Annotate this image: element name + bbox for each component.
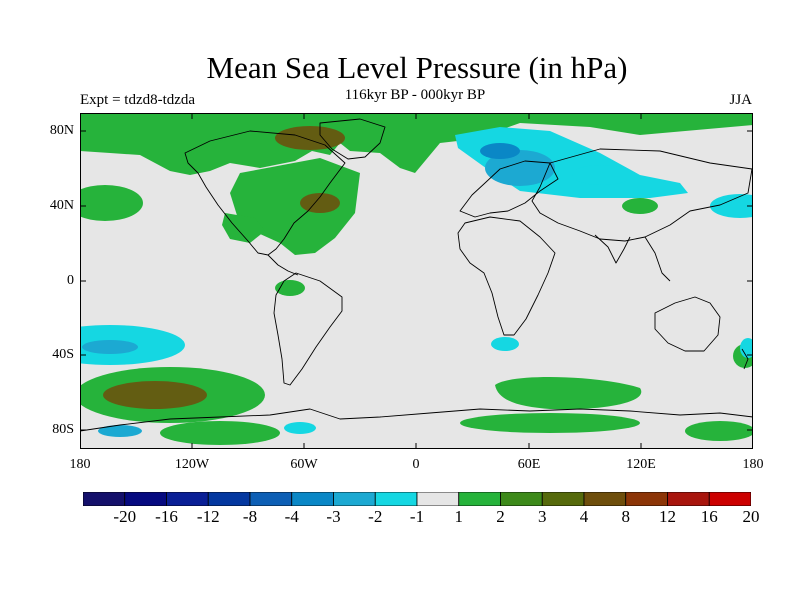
greenland-core <box>275 126 345 150</box>
antarctic-cyan-a <box>284 422 316 434</box>
southern-ocean-green-a <box>160 421 280 445</box>
coastlines <box>80 118 753 432</box>
colorbar-swatch-3 <box>207 492 251 506</box>
colorbar-label: -20 <box>113 507 137 526</box>
map-title: Mean Sea Level Pressure (in hPa) <box>206 50 628 85</box>
x-label-60w: 60W <box>290 457 318 472</box>
antarctic-cyan-b <box>98 425 142 437</box>
southern-ocean-green-b <box>460 413 640 433</box>
colorbar-label: -16 <box>155 507 178 526</box>
x-label-180w: 180 <box>69 457 91 472</box>
australia-coast <box>654 296 721 352</box>
south-atlantic-cyan <box>491 337 519 351</box>
colorbar-label: 3 <box>538 507 547 526</box>
colorbar-label: 1 <box>454 507 464 526</box>
colorbar-swatch-7 <box>374 492 418 506</box>
new-zealand-coast <box>741 348 749 370</box>
colorbar-label: -4 <box>284 507 299 526</box>
colorbar-swatch-8 <box>416 492 460 506</box>
colorbar-label: 12 <box>659 507 676 526</box>
colorbar-swatch-11 <box>541 492 585 506</box>
north-america-coast <box>184 130 346 256</box>
central-asia-cyan <box>572 165 632 185</box>
southern-ocean-green-c <box>685 421 753 441</box>
x-label-180e: 180 <box>742 457 764 472</box>
season-label: JJA <box>729 92 752 108</box>
labrador-core <box>300 193 340 213</box>
greenland-coast <box>319 118 386 160</box>
y-label-80s: 80S <box>52 422 74 437</box>
south-america-coast <box>273 272 343 386</box>
colorbar-swatch-9 <box>458 492 501 506</box>
green-regions <box>80 113 753 445</box>
colorbar-swatch-2 <box>166 492 209 506</box>
colorbar-label: -8 <box>242 507 258 526</box>
colorbar <box>83 492 751 506</box>
europe-coast <box>459 160 559 218</box>
colorbar-label: -3 <box>326 507 341 526</box>
colorbar-label: 20 <box>742 507 760 526</box>
asia-coast <box>531 148 753 242</box>
central-america-coast <box>267 254 299 276</box>
colorbar-swatch-5 <box>291 492 334 506</box>
x-label-120w: 120W <box>174 457 210 472</box>
map-subtitle: 116kyr BP - 000kyr BP <box>344 87 486 103</box>
colorbar-swatch-14 <box>667 492 710 506</box>
olive-regions <box>103 126 345 409</box>
colorbar-label: 8 <box>621 507 631 526</box>
africa-coast <box>457 216 556 336</box>
north-polar-green <box>80 113 753 175</box>
negative-regions <box>80 127 753 437</box>
southeast-asia-coast <box>644 236 671 282</box>
east-asia-green <box>622 198 658 214</box>
eastern-pacific-green <box>222 213 265 243</box>
colorbar-label: 16 <box>700 507 718 526</box>
antarctica-coast <box>80 408 753 432</box>
colorbar-label: -1 <box>409 507 425 526</box>
colorbar-swatch-4 <box>249 492 293 506</box>
colorbar-swatch-0 <box>83 492 126 506</box>
south-indian-green <box>495 377 642 410</box>
south-pacific-blue <box>82 340 138 354</box>
west-pacific-cyan <box>710 194 753 218</box>
y-label-40n: 40N <box>49 198 74 213</box>
pressure-map <box>80 113 753 449</box>
south-pacific-core <box>103 381 207 409</box>
colorbar-swatch-1 <box>124 492 167 506</box>
x-label-120e: 120E <box>626 457 656 472</box>
colorbar-swatch-15 <box>708 492 751 506</box>
colorbar-swatch-10 <box>500 492 543 506</box>
colorbar-swatch-13 <box>625 492 668 506</box>
colorbar-label: -12 <box>196 507 220 526</box>
colorbar-swatch-12 <box>583 492 627 506</box>
y-label-80n: 80N <box>49 123 74 138</box>
x-label-60e: 60E <box>517 457 541 472</box>
colorbar-swatch-6 <box>333 492 376 506</box>
colorbar-label: 4 <box>579 507 589 526</box>
siberia-deep-core <box>480 143 520 159</box>
colorbar-label: 2 <box>496 507 505 526</box>
x-label-0: 0 <box>412 457 420 472</box>
siberia-core <box>485 150 555 186</box>
north-pacific-green <box>80 185 143 221</box>
map-ticks <box>80 113 753 449</box>
colorbar-label: -2 <box>368 507 383 526</box>
y-label-40s: 40S <box>52 347 74 362</box>
india-coast <box>594 234 631 264</box>
experiment-label: Expt = tdzd8-tdzda <box>80 92 196 108</box>
antarctic-cyan-c <box>740 338 753 358</box>
y-label-equator: 0 <box>67 273 74 288</box>
